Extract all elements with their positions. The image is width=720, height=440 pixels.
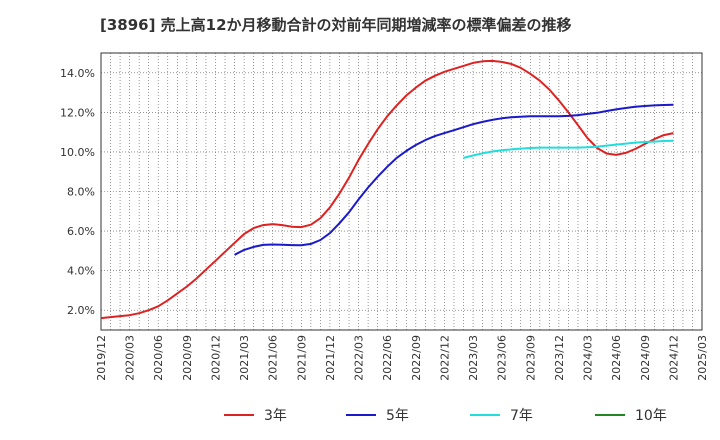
x-tick-label: 2021/09 bbox=[295, 335, 308, 381]
x-tick-label: 2022/06 bbox=[381, 335, 394, 381]
x-tick-label: 2024/12 bbox=[667, 335, 680, 381]
legend-label: 7年 bbox=[510, 408, 533, 424]
series-lines bbox=[100, 59, 674, 320]
x-tick-label: 2024/06 bbox=[610, 335, 623, 381]
series-line-7年 bbox=[463, 139, 674, 159]
x-tick-label: 2023/06 bbox=[496, 335, 509, 381]
x-tick-label: 2024/03 bbox=[582, 335, 595, 381]
y-tick-label: 6.0% bbox=[67, 225, 95, 238]
x-tick-label: 2019/12 bbox=[95, 335, 108, 381]
plot-frame bbox=[100, 52, 703, 331]
x-tick-label: 2024/09 bbox=[639, 335, 652, 381]
x-tick-label: 2021/03 bbox=[238, 335, 251, 381]
x-tick-label: 2020/06 bbox=[152, 335, 165, 381]
legend-label: 5年 bbox=[386, 408, 409, 424]
x-tick-label: 2023/12 bbox=[553, 335, 566, 381]
grid bbox=[101, 53, 702, 330]
y-tick-label: 4.0% bbox=[67, 265, 95, 278]
x-tick-label: 2020/12 bbox=[209, 335, 222, 381]
y-axis: 2.0% 4.0% 6.0% 8.0% 10.0% 12.0% 14.0% bbox=[60, 67, 95, 317]
x-tick-label: 2025/03 bbox=[696, 335, 709, 381]
x-tick-label: 2023/03 bbox=[467, 335, 480, 381]
y-tick-label: 2.0% bbox=[67, 304, 95, 317]
legend-label: 10年 bbox=[635, 408, 667, 424]
y-tick-label: 8.0% bbox=[67, 186, 95, 199]
x-tick-label: 2022/12 bbox=[438, 335, 451, 381]
x-tick-label: 2023/09 bbox=[524, 335, 537, 381]
y-tick-label: 14.0% bbox=[60, 67, 95, 80]
chart-title: [3896] 売上高12か月移動合計の対前年同期増減率の標準偏差の推移 bbox=[100, 16, 572, 34]
legend: 3年 5年 7年 10年 bbox=[224, 408, 667, 424]
x-tick-label: 2021/06 bbox=[267, 335, 280, 381]
y-tick-label: 10.0% bbox=[60, 146, 95, 159]
series-line-5年 bbox=[234, 103, 674, 256]
series-line-3年 bbox=[100, 59, 674, 320]
x-tick-label: 2021/12 bbox=[324, 335, 337, 381]
x-axis: 2019/12 2020/03 2020/06 2020/09 2020/12 2021/… bbox=[95, 335, 709, 381]
x-tick-label: 2020/09 bbox=[181, 335, 194, 381]
legend-label: 3年 bbox=[264, 408, 287, 424]
x-tick-label: 2022/09 bbox=[410, 335, 423, 381]
x-tick-label: 2020/03 bbox=[124, 335, 137, 381]
y-tick-label: 12.0% bbox=[60, 106, 95, 119]
x-tick-label: 2022/03 bbox=[353, 335, 366, 381]
